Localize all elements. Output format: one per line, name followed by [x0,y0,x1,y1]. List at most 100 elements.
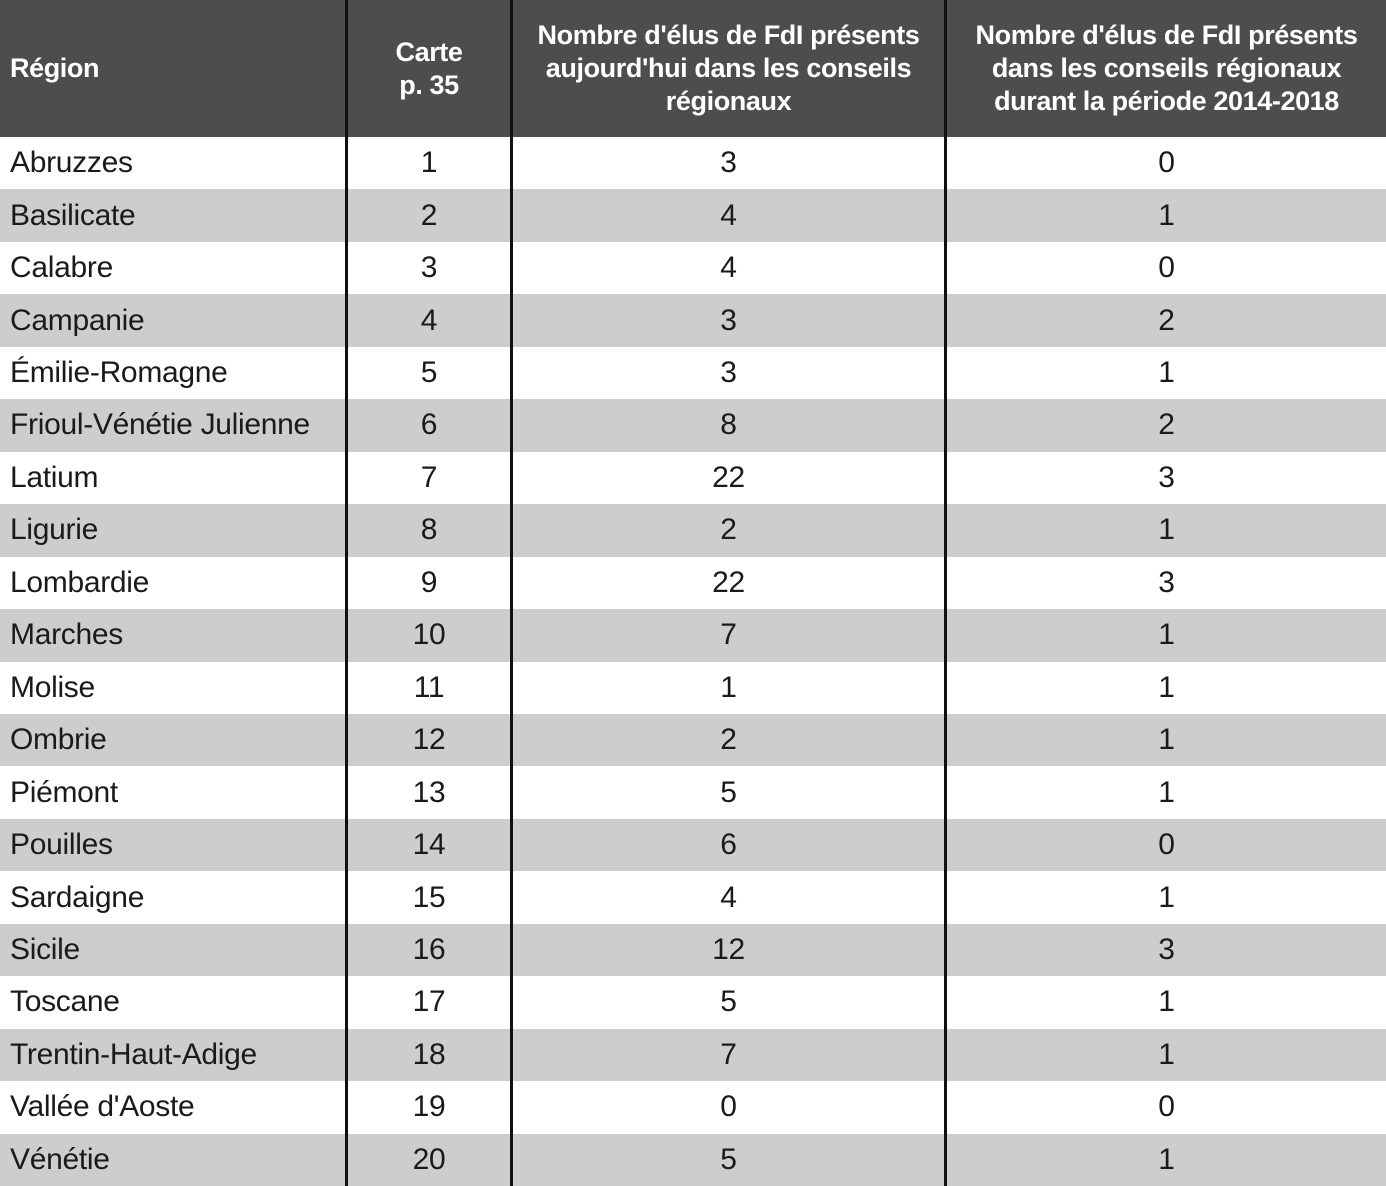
header-elus-actuels: Nombre d'élus de FdI présents aujourd'hu… [513,0,947,137]
table-row: Molise 11 1 1 [0,661,1386,714]
carte-cell: 10 [348,609,513,662]
region-cell: Toscane [0,976,348,1029]
table-row: Campanie 4 3 2 [0,294,1386,347]
elus-actuels-cell: 3 [513,137,947,190]
elus-2014-2018-cell: 3 [1158,460,1175,494]
carte-cell: 4 [348,294,513,347]
table-header-row: Région Carte p. 35 Nombre d'élus de FdI … [0,0,1386,137]
elus-actuels-cell: 1 [513,661,947,714]
region-cell: Abruzzes [0,137,348,190]
region-cell: Molise [0,661,348,714]
carte-cell: 12 [348,713,513,767]
carte-cell: 13 [348,766,513,819]
header-carte: Carte p. 35 [348,0,513,137]
elus-2014-2018-cell: 0 [1158,146,1175,180]
carte-cell: 19 [348,1081,513,1134]
table-row: Pouilles 14 6 0 [0,818,1386,872]
table-row: Calabre 3 4 0 [0,241,1386,295]
elus-2014-2018-cell: 1 [1158,670,1175,704]
table-body: Abruzzes 1 3 0 Basilicate 2 4 1 Calabre 3 4 0 Cam… [0,137,1386,1186]
elus-2014-2018-cell: 1 [1158,198,1175,232]
elus-2014-2018-cell: 1 [1158,1037,1175,1071]
elus-2014-2018-cell: 0 [1158,251,1175,285]
region-cell: Basilicate [0,189,348,242]
elus-2014-2018-cell: 3 [1158,933,1175,967]
region-cell: Sicile [0,923,348,977]
table-row: Marches 10 7 1 [0,609,1386,662]
carte-cell: 14 [348,818,513,872]
elus-2014-2018-cell: 0 [1158,1090,1175,1124]
elus-2014-2018-cell: 1 [1158,775,1175,809]
region-cell: Émilie-Romagne [0,346,348,400]
elus-actuels-cell: 12 [513,923,947,977]
carte-cell: 17 [348,976,513,1029]
region-cell: Latium [0,451,348,505]
elus-actuels-cell: 3 [513,346,947,400]
elus-actuels-cell: 7 [513,1028,947,1082]
carte-cell: 20 [348,1133,513,1186]
elus-2014-2018-cell: 1 [1158,513,1175,547]
region-cell: Pouilles [0,818,348,872]
table-row: Ligurie 8 2 1 [0,504,1386,557]
table-row: Ombrie 12 2 1 [0,713,1386,767]
region-cell: Sardaigne [0,871,348,924]
carte-cell: 11 [348,661,513,714]
carte-cell: 15 [348,871,513,924]
elus-2014-2018-cell: 1 [1158,618,1175,652]
carte-cell: 8 [348,504,513,557]
elus-2014-2018-cell: 2 [1158,408,1175,442]
region-cell: Vénétie [0,1133,348,1186]
table-row: Émilie-Romagne 5 3 1 [0,346,1386,400]
elus-actuels-cell: 22 [513,451,947,505]
elus-actuels-cell: 4 [513,871,947,924]
table-row: Vallée d'Aoste 19 0 0 [0,1081,1386,1134]
table-row: Basilicate 2 4 1 [0,189,1386,242]
table-row: Sardaigne 15 4 1 [0,871,1386,924]
elus-2014-2018-cell: 3 [1158,565,1175,599]
table-row: Latium 7 22 3 [0,451,1386,505]
table-row: Trentin-Haut-Adige 18 7 1 [0,1028,1386,1082]
header-elus-2014-2018: Nombre d'élus de FdI présents dans les c… [975,20,1358,116]
carte-cell: 7 [348,451,513,505]
elus-2014-2018-cell: 0 [1158,828,1175,862]
elus-actuels-cell: 22 [513,556,947,610]
carte-cell: 16 [348,923,513,977]
elus-actuels-cell: 2 [513,713,947,767]
table-row: Piémont 13 5 1 [0,766,1386,819]
table-row: Abruzzes 1 3 0 [0,137,1386,190]
table-row: Toscane 17 5 1 [0,976,1386,1029]
carte-cell: 5 [348,346,513,400]
carte-cell: 2 [348,189,513,242]
elus-actuels-cell: 4 [513,241,947,295]
region-cell: Ombrie [0,713,348,767]
region-cell: Trentin-Haut-Adige [0,1028,348,1082]
elus-actuels-cell: 5 [513,1133,947,1186]
elus-actuels-cell: 0 [513,1081,947,1134]
region-cell: Marches [0,609,348,662]
carte-cell: 3 [348,241,513,295]
table-row: Vénétie 20 5 1 [0,1133,1386,1186]
carte-cell: 18 [348,1028,513,1082]
table-row: Sicile 16 12 3 [0,923,1386,977]
region-cell: Campanie [0,294,348,347]
elus-2014-2018-cell: 1 [1158,1142,1175,1176]
region-cell: Frioul-Vénétie Julienne [0,399,348,452]
elus-actuels-cell: 5 [513,766,947,819]
elus-2014-2018-cell: 1 [1158,723,1175,757]
region-cell: Vallée d'Aoste [0,1081,348,1134]
carte-cell: 9 [348,556,513,610]
elus-2014-2018-cell: 1 [1158,985,1175,1019]
elus-2014-2018-cell: 2 [1158,303,1175,337]
elus-actuels-cell: 5 [513,976,947,1029]
table-row: Lombardie 9 22 3 [0,556,1386,610]
elus-actuels-cell: 4 [513,189,947,242]
elus-actuels-cell: 7 [513,609,947,662]
elus-actuels-cell: 8 [513,399,947,452]
region-cell: Piémont [0,766,348,819]
elus-actuels-cell: 2 [513,504,947,557]
carte-cell: 1 [348,137,513,190]
region-cell: Lombardie [0,556,348,610]
elus-actuels-cell: 3 [513,294,947,347]
table-row: Frioul-Vénétie Julienne 6 8 2 [0,399,1386,452]
